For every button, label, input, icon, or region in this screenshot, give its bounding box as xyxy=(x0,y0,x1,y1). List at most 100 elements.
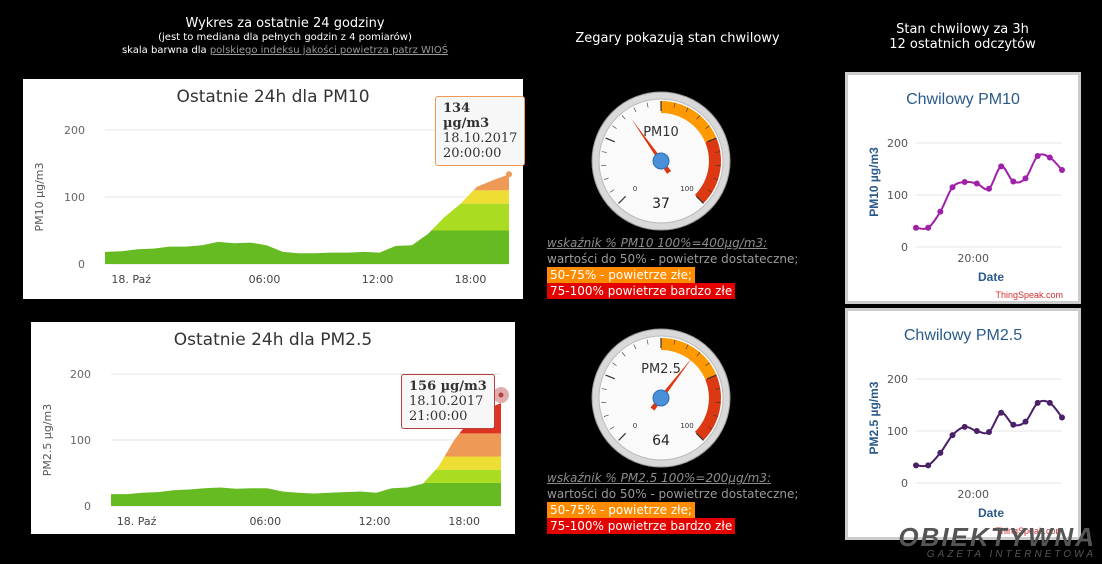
pm10-xtick-label: 18. Paź xyxy=(111,273,151,286)
pm10-gauge-tick xyxy=(706,137,717,143)
pm10-gauge-tick xyxy=(715,151,721,153)
thingspeak-pm10-credit[interactable]: ThingSpeak.com xyxy=(995,290,1063,300)
pm25-24h-chart: Ostatnie 24h dla PM2.5 0 100 200 18. Paź 06:… xyxy=(31,322,515,534)
pm25-gauge-tick xyxy=(609,426,615,430)
ts-pm25-point xyxy=(1022,418,1029,425)
pm25-gauge-tick xyxy=(713,414,719,417)
pm10-gauge-tick xyxy=(646,102,649,108)
pm10-ytick-label: 0 xyxy=(78,258,85,271)
pm25-gauge-label: PM2.5 xyxy=(641,362,681,377)
pm25-gauge-tick xyxy=(633,344,637,350)
ts-pm10-point xyxy=(973,180,980,187)
ts-pm10-point xyxy=(986,185,992,192)
pm25-tooltip: 156 µg/m3 18.10.2017 21:00:00 xyxy=(401,374,495,429)
ts-pm25-ytick-label: 100 xyxy=(887,425,908,438)
pm10-gauge-max-label: 100 xyxy=(680,185,693,193)
pm10-gauge-tick xyxy=(707,189,713,193)
ts-pm10-ylabel: PM10 µg/m3 xyxy=(867,147,881,217)
ts-pm25-ylabel: PM2.5 µg/m3 xyxy=(867,381,881,454)
pm25-gauge-band-orange xyxy=(661,338,717,380)
watermark-logo: OBIEKTYWNA GAZETA INTERNETOWA xyxy=(898,524,1096,560)
pm25-ytick-label: 0 xyxy=(84,500,91,513)
thingspeak-pm25-plot: 0 100 200 20:00 Date PM2.5 µg/m3 xyxy=(867,373,1065,520)
pm25-xtick-label: 18. Paź xyxy=(117,515,157,528)
pm25-gauge-tick xyxy=(605,374,616,380)
pm10-gauge: PM10 0 100 37 xyxy=(591,91,731,231)
ts-pm25-point xyxy=(1010,421,1017,428)
pm10-legend-title: wskaźnik % PM10 100%=400µg/m3: xyxy=(547,236,768,250)
pm10-gauge-tick xyxy=(612,125,617,129)
pm10-24h-chart: Ostatnie 24h dla PM10 0 100 200 18. Paź 06:0… xyxy=(23,79,526,299)
header-left-scale: skala barwna dla polskiego indeksu jakoś… xyxy=(70,44,500,57)
pm10-legend-very-bad: 75-100% powietrze bardzo złe xyxy=(547,283,736,299)
pm10-tooltip-time: 20:00:00 xyxy=(443,146,502,161)
ts-pm10-ytick-label: 100 xyxy=(887,189,908,202)
pm25-gauge: PM2.5 0 100 64 xyxy=(591,328,731,468)
pm25-gauge-hub xyxy=(652,389,670,407)
ts-pm25-point xyxy=(961,423,968,430)
header-left: Wykres za ostatnie 24 godziny (jest to m… xyxy=(70,16,500,57)
pm10-gauge-tick xyxy=(621,115,626,120)
ts-pm25-point xyxy=(937,449,944,456)
ts-pm10-point xyxy=(1010,178,1017,185)
pm10-24h-title: Ostatnie 24h dla PM10 xyxy=(176,87,370,107)
ts-pm25-ytick-label: 0 xyxy=(901,477,908,490)
pm25-legend-bad: 50-75% - powietrze złe; xyxy=(547,502,695,518)
watermark-line2: GAZETA INTERNETOWA xyxy=(926,549,1096,560)
ts-pm25-point xyxy=(998,409,1005,416)
pm25-gauge-tick xyxy=(715,388,721,390)
pm25-band xyxy=(111,469,501,483)
header-left-subtitle: (jest to mediana dla pełnych godzin z 4 … xyxy=(158,32,412,43)
header-middle-title: Zegary pokazują stan chwilowy xyxy=(575,31,780,46)
pm25-gauge-tick xyxy=(601,388,607,390)
pm25-gauge-tick xyxy=(612,362,617,366)
pm10-gauge-tick xyxy=(695,195,704,204)
pm25-gauge-min-label: 0 xyxy=(633,422,637,430)
pm10-ytick-label: 200 xyxy=(64,124,85,137)
pm10-gauge-tick xyxy=(609,189,615,193)
pm25-gauge-tick xyxy=(705,362,710,366)
ts-pm10-xtick-label: 20:00 xyxy=(957,252,989,265)
pm25-24h-title: Ostatnie 24h dla PM2.5 xyxy=(173,330,373,350)
ts-pm10-point xyxy=(1059,167,1065,174)
pm25-gauge-tick xyxy=(603,414,609,417)
wios-link[interactable]: polskiego indeksu jakości powietrza patr… xyxy=(209,45,449,56)
pm10-gauge-tick xyxy=(603,177,609,180)
ts-pm10-point xyxy=(1034,153,1041,159)
thingspeak-pm25-credit[interactable]: ThingSpeak.com xyxy=(995,526,1063,536)
pm25-gauge-tick xyxy=(707,426,713,430)
pm25-gauge-tick xyxy=(618,432,627,441)
ts-pm10-point xyxy=(1022,175,1029,182)
pm25-xtick-label: 06:00 xyxy=(249,515,281,528)
thingspeak-pm25-widget: Chwilowy PM2.5 0 100 200 20:00 Date PM2.5 µg/… xyxy=(845,308,1081,540)
pm25-legend: wskaźnik % PM2.5 100%=200µg/m3: wartości… xyxy=(547,470,798,534)
pm25-gauge-tick xyxy=(695,432,704,441)
pm25-band xyxy=(111,433,501,457)
ts-pm25-point xyxy=(973,428,980,434)
pm25-legend-ok: wartości do 50% - powietrze dostateczne; xyxy=(547,487,799,501)
pm25-24h-plot: 0 100 200 18. Paź 06:00 12:00 18:00 PM2.5 µg/m3 xyxy=(41,368,509,528)
ts-pm10-point xyxy=(937,208,944,215)
pm10-hover-point xyxy=(506,171,512,178)
thingspeak-pm10-title: Chwilowy PM10 xyxy=(906,91,1020,108)
pm25-gauge-tick xyxy=(706,374,717,380)
pm10-gauge-tick xyxy=(713,177,719,180)
ts-pm10-ytick-label: 0 xyxy=(901,241,908,254)
pm25-band xyxy=(111,456,501,470)
pm10-gauge-tick xyxy=(705,125,710,129)
pm25-tooltip-time: 21:00:00 xyxy=(409,409,468,424)
pm25-legend-title: wskaźnik % PM2.5 100%=200µg/m3: xyxy=(547,471,772,485)
pm10-gauge-label: PM10 xyxy=(643,125,679,140)
ts-pm25-point xyxy=(986,429,992,436)
ts-pm10-xlabel: Date xyxy=(978,270,1004,284)
pm10-legend-bad: 50-75% - powietrze złe; xyxy=(547,267,695,283)
pm25-gauge-value: 64 xyxy=(652,433,670,449)
pm25-xtick-label: 12:00 xyxy=(359,515,391,528)
pm10-xtick-label: 12:00 xyxy=(362,273,394,286)
pm25-gauge-tick xyxy=(646,339,649,345)
thingspeak-pm25-title: Chwilowy PM2.5 xyxy=(903,327,1023,344)
pm10-gauge-band-orange xyxy=(661,101,717,143)
pm25-gauge-tick xyxy=(685,344,689,350)
pm10-gauge-tick xyxy=(685,107,689,113)
pm10-gauge-tick xyxy=(633,107,637,113)
